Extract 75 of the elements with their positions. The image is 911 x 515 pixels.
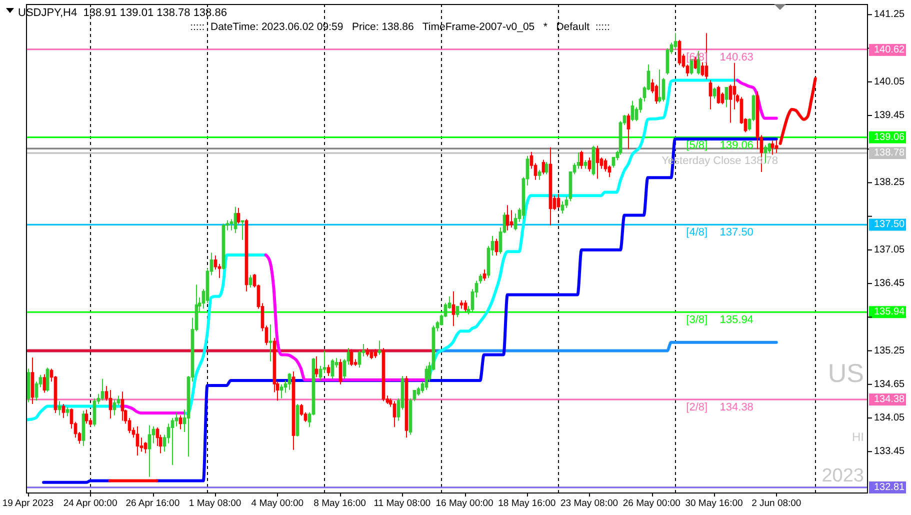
y-tick-label: 133.45 bbox=[874, 446, 906, 458]
candlestick bbox=[366, 347, 370, 357]
candlestick bbox=[268, 324, 272, 362]
x-tick-label: 26 May 00:00 bbox=[622, 498, 680, 509]
candlestick bbox=[596, 145, 600, 180]
x-tick-label: 26 Apr 16:00 bbox=[126, 498, 180, 509]
x-tick-label: 18 May 16:00 bbox=[498, 498, 556, 509]
x-tick-label: 11 May 08:00 bbox=[374, 498, 431, 509]
y-tick-label: 139.45 bbox=[874, 110, 906, 121]
y-tick-label: 136.45 bbox=[874, 278, 906, 290]
candlestick bbox=[370, 349, 374, 360]
y-tick-label: 135.94 bbox=[874, 306, 906, 318]
candlestick bbox=[560, 200, 564, 214]
candlestick bbox=[100, 378, 104, 402]
ref-line-label: [3/8] 135.94 bbox=[686, 314, 754, 326]
candlestick bbox=[84, 409, 88, 424]
candlestick bbox=[148, 424, 152, 478]
text: ::::: DateTime: 2023.06.02 09:59 Price: 138.86 TimeFrame-2007-v0_05 * Default ::::: bbox=[190, 21, 610, 33]
candlestick bbox=[770, 140, 774, 156]
candlestick bbox=[280, 384, 284, 399]
candlestick bbox=[626, 113, 630, 150]
x-tick-label: 24 Apr 00:00 bbox=[63, 498, 118, 509]
y-tick-label: 137.50 bbox=[874, 219, 906, 230]
y-tick-label: 139.06 bbox=[874, 132, 906, 143]
candlestick bbox=[30, 356, 34, 404]
y-tick-label: 135.25 bbox=[874, 345, 906, 356]
x-tick-label: 19 Apr 2023 bbox=[2, 498, 54, 509]
candlestick bbox=[326, 364, 330, 376]
candlestick bbox=[136, 426, 140, 456]
y-tick-label: 132.81 bbox=[874, 482, 906, 493]
candlestick bbox=[112, 399, 116, 416]
candlestick bbox=[108, 389, 112, 420]
y-tick-label: 134.05 bbox=[874, 412, 906, 424]
x-tick-label: 30 May 16:00 bbox=[685, 498, 743, 509]
candlestick bbox=[374, 348, 378, 359]
y-tick-label: 138.25 bbox=[874, 177, 906, 188]
y-tick-label: 134.38 bbox=[874, 394, 906, 406]
candlestick bbox=[58, 400, 62, 416]
candlestick bbox=[452, 290, 456, 327]
candlestick bbox=[236, 207, 240, 224]
candlestick bbox=[178, 414, 182, 430]
ref-line-label: [5/8] 139.06 bbox=[686, 139, 754, 152]
candlestick bbox=[464, 300, 468, 312]
candlestick bbox=[460, 300, 464, 310]
candlestick bbox=[62, 403, 66, 418]
line-series bbox=[778, 77, 817, 145]
x-tick-label: 4 May 00:00 bbox=[251, 498, 304, 509]
candlestick bbox=[66, 406, 70, 417]
candlestick bbox=[538, 169, 542, 180]
candlestick bbox=[314, 356, 318, 378]
candlestick bbox=[240, 220, 244, 240]
y-tick-label: 137.05 bbox=[874, 244, 906, 256]
candlestick bbox=[658, 69, 662, 104]
candlestick bbox=[506, 204, 510, 231]
candlestick bbox=[708, 80, 712, 110]
y-tick-label: 140.05 bbox=[874, 76, 906, 88]
candlestick bbox=[674, 32, 678, 50]
y-tick-label: 134.65 bbox=[874, 378, 906, 390]
y-tick-label: 140.62 bbox=[874, 44, 906, 56]
candlestick bbox=[392, 400, 396, 428]
candlestick bbox=[774, 140, 778, 154]
candlestick bbox=[584, 160, 588, 170]
x-tick-label: 23 May 08:00 bbox=[560, 498, 618, 509]
candlestick bbox=[144, 442, 148, 454]
ref-line-label: [4/8] 137.50 bbox=[686, 226, 754, 239]
y-tick-label: 138.78 bbox=[874, 148, 906, 159]
x-tick-label: 1 May 08:00 bbox=[188, 498, 242, 509]
ref-line-label: [2/8] 134.38 bbox=[686, 402, 754, 414]
candlestick bbox=[120, 391, 124, 422]
x-tick-label: 16 May 00:00 bbox=[436, 498, 494, 509]
x-tick-label: 8 May 16:00 bbox=[314, 498, 366, 509]
candlestick bbox=[482, 269, 486, 282]
y-tick-label: 141.25 bbox=[874, 9, 906, 20]
candlestick bbox=[378, 340, 382, 356]
x-tick-label: 2 Jun 08:00 bbox=[752, 498, 802, 509]
